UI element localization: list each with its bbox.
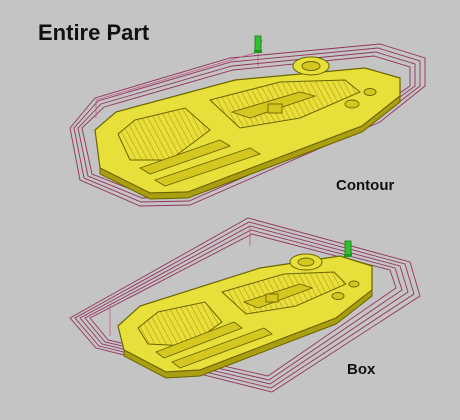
box-link-moves xyxy=(109,226,251,336)
contour-toolpath xyxy=(69,43,426,207)
box-view xyxy=(69,217,421,393)
contour-view xyxy=(69,35,426,207)
contour-part xyxy=(94,56,401,200)
box-part xyxy=(117,253,373,379)
box-toolpath xyxy=(69,217,421,393)
tool-marker-icon xyxy=(344,240,352,257)
box-label: Box xyxy=(347,361,376,378)
figure-title: Entire Part xyxy=(38,20,150,45)
tool-marker-icon xyxy=(254,35,262,53)
contour-label: Contour xyxy=(336,177,395,194)
